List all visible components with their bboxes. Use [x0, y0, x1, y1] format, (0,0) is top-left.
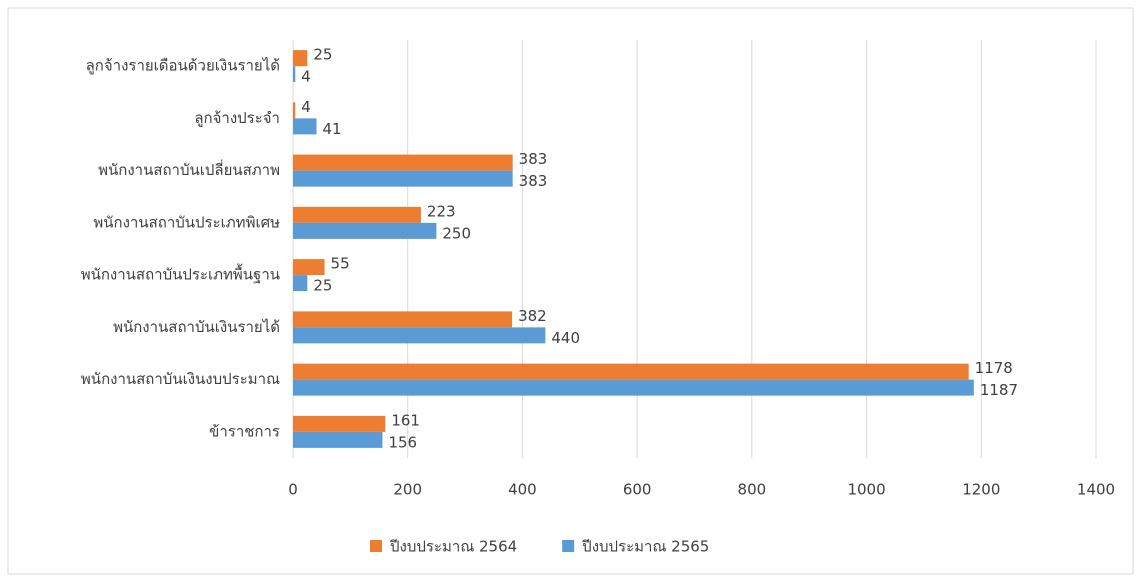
x-tick-label: 1200: [962, 481, 1000, 499]
y-tick-label: พนักงานสถาบันประเภทพื้นฐาน: [81, 264, 280, 284]
x-tick-label: 800: [738, 481, 767, 499]
bar: [293, 118, 317, 135]
x-tick-label: 1000: [847, 481, 885, 499]
bar: [293, 259, 325, 276]
data-label: 4: [301, 98, 311, 116]
x-tick-label: 600: [623, 481, 652, 499]
y-tick-label: พนักงานสถาบันเปลี่ยนสภาพ: [98, 159, 280, 179]
data-label: 161: [391, 411, 420, 429]
data-label: 1178: [975, 359, 1013, 377]
data-label: 55: [331, 255, 350, 273]
bar: [293, 66, 296, 83]
bar: [293, 415, 386, 432]
y-tick-label: ลูกจ้างรายเดือนด้วยเงินรายได้: [86, 57, 280, 75]
data-label: 382: [518, 307, 547, 325]
bar: [293, 363, 969, 380]
bar: [293, 154, 513, 171]
y-tick-label: ลูกจ้างประจำ: [194, 109, 280, 127]
data-label: 41: [323, 120, 342, 138]
x-tick-label: 400: [508, 481, 537, 499]
data-label: 383: [519, 172, 548, 190]
data-label: 440: [551, 329, 580, 347]
data-label: 383: [519, 150, 548, 168]
data-label: 25: [313, 46, 332, 64]
data-label: 223: [427, 202, 456, 220]
legend-label: ปีงบประมาณ 2564: [389, 538, 517, 556]
bar: [293, 222, 437, 239]
y-tick-label: พนักงานสถาบันประเภทพิเศษ: [93, 213, 280, 231]
bar: [293, 50, 308, 67]
data-label: 25: [313, 277, 332, 295]
x-tick-label: 0: [288, 481, 298, 499]
bar: [293, 311, 513, 328]
legend-label: ปีงบประมาณ 2565: [581, 538, 709, 556]
x-tick-label: 200: [393, 481, 422, 499]
bar: [293, 431, 383, 448]
chart-frame: [7, 7, 1134, 575]
data-label: 1187: [980, 381, 1018, 399]
legend-swatch: [370, 540, 382, 552]
bar: [293, 379, 974, 396]
bar: [293, 170, 513, 187]
bar: [293, 327, 546, 344]
x-tick-label: 1400: [1077, 481, 1115, 499]
y-tick-label: พนักงานสถาบันเงินรายได้: [113, 318, 280, 336]
data-label: 4: [301, 68, 311, 86]
bar: [293, 102, 296, 119]
y-tick-label: พนักงานสถาบันเงินงบประมาณ: [81, 370, 280, 388]
bar: [293, 275, 308, 292]
data-label: 250: [442, 224, 471, 242]
legend-swatch: [562, 540, 575, 552]
data-label: 156: [388, 433, 417, 451]
y-tick-label: ข้าราชการ: [209, 422, 280, 440]
bar: [293, 206, 421, 223]
